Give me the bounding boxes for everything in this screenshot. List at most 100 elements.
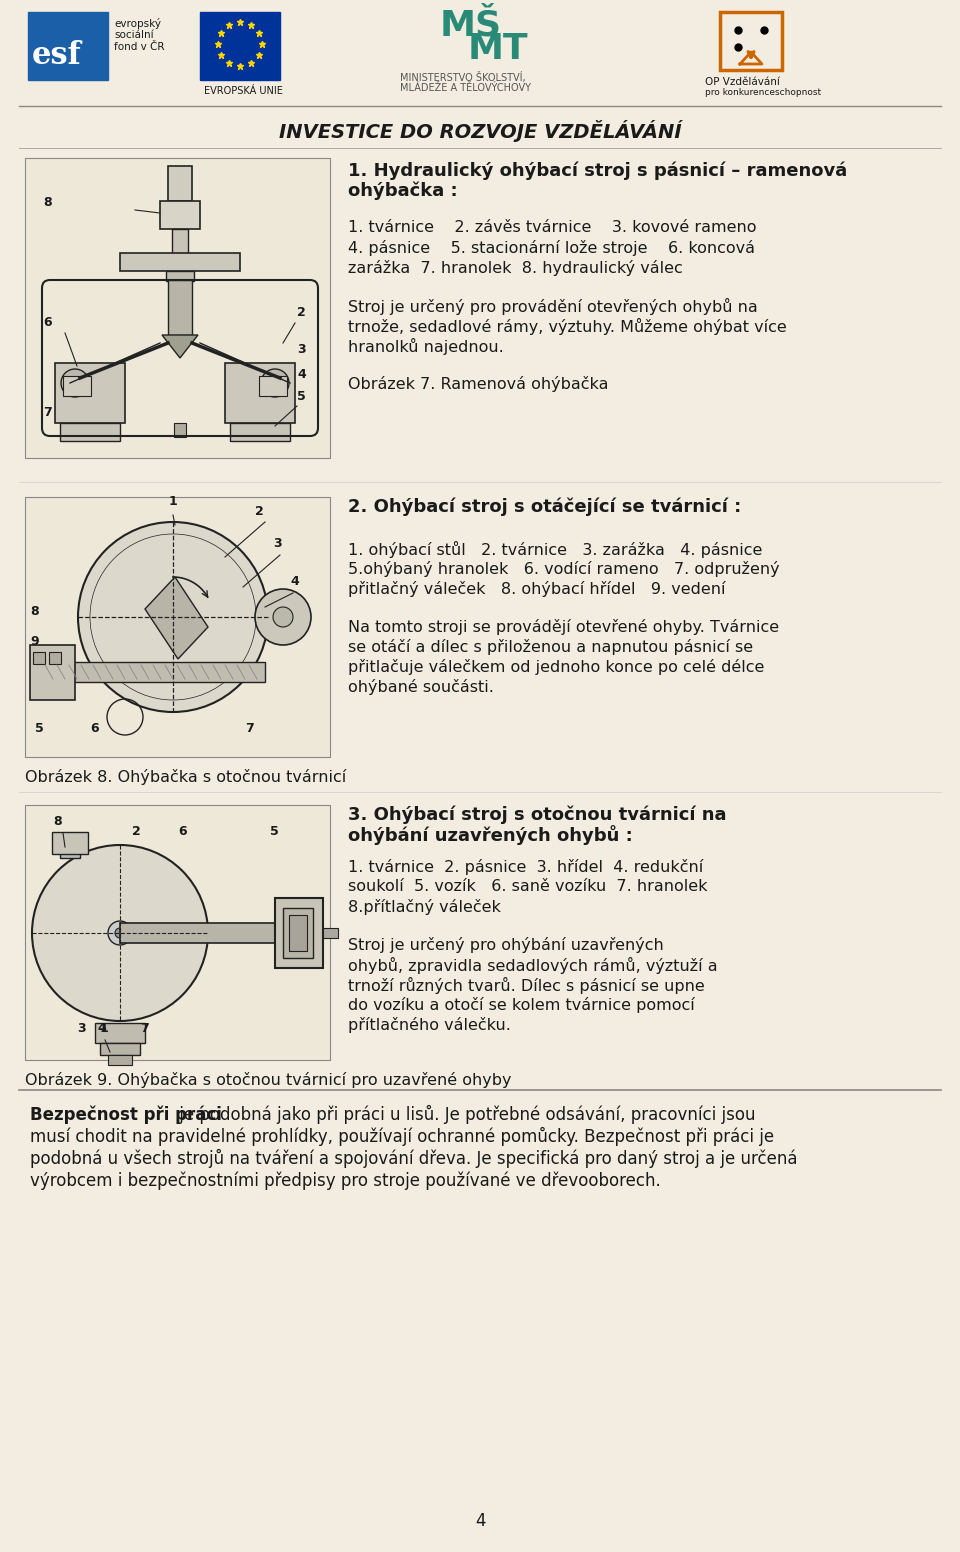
Polygon shape bbox=[145, 577, 208, 660]
Bar bbox=[166, 272, 194, 281]
Text: hranolků najednou.: hranolků najednou. bbox=[348, 338, 504, 355]
Text: 2: 2 bbox=[255, 504, 264, 518]
Text: ohybů, zpravidla sedadlových rámů, výztuží a: ohybů, zpravidla sedadlových rámů, výztu… bbox=[348, 958, 718, 975]
Text: Stroj je určený pro ohýbání uzavřených: Stroj je určený pro ohýbání uzavřených bbox=[348, 937, 663, 953]
Text: 6: 6 bbox=[178, 826, 186, 838]
Bar bbox=[63, 376, 91, 396]
Bar bbox=[60, 424, 120, 441]
Text: 5: 5 bbox=[35, 722, 44, 736]
Text: 5.ohýbaný hranolek   6. vodící rameno   7. odpružený: 5.ohýbaný hranolek 6. vodící rameno 7. o… bbox=[348, 560, 780, 577]
Circle shape bbox=[61, 369, 89, 397]
Text: 3. Ohýbací stroj s otočnou tvárnicí na: 3. Ohýbací stroj s otočnou tvárnicí na bbox=[348, 805, 727, 824]
Text: 3: 3 bbox=[297, 343, 305, 355]
Text: fond v ČR: fond v ČR bbox=[114, 42, 164, 53]
Text: 8: 8 bbox=[43, 196, 52, 210]
Bar bbox=[720, 12, 782, 70]
Text: podobná u všech strojů na tváření a spojování dřeva. Je specifická pro daný stro: podobná u všech strojů na tváření a spoj… bbox=[30, 1148, 798, 1169]
Circle shape bbox=[108, 920, 132, 945]
Bar bbox=[95, 1023, 145, 1043]
Text: 2: 2 bbox=[297, 306, 305, 320]
Circle shape bbox=[255, 590, 311, 646]
Circle shape bbox=[78, 521, 268, 712]
Text: trnoží různých tvarů. Dílec s pásnicí se upne: trnoží různých tvarů. Dílec s pásnicí se… bbox=[348, 978, 705, 993]
Text: 4: 4 bbox=[290, 574, 299, 588]
Text: 5: 5 bbox=[270, 826, 278, 838]
Text: 1: 1 bbox=[169, 495, 178, 508]
Text: 2. Ohýbací stroj s otáčející se tvárnicí :: 2. Ohýbací stroj s otáčející se tvárnicí… bbox=[348, 497, 741, 515]
Bar bbox=[230, 424, 290, 441]
Bar bbox=[33, 652, 45, 664]
Text: INVESTICE DO ROZVOJE VZDĚLÁVÁNÍ: INVESTICE DO ROZVOJE VZDĚLÁVÁNÍ bbox=[278, 120, 682, 141]
Text: 4: 4 bbox=[97, 1023, 106, 1035]
Text: 7: 7 bbox=[140, 1023, 149, 1035]
Text: 6: 6 bbox=[43, 317, 52, 329]
Text: ohýbačka :: ohýbačka : bbox=[348, 182, 458, 200]
Bar bbox=[30, 646, 75, 700]
Bar bbox=[259, 376, 287, 396]
Bar bbox=[25, 158, 330, 458]
Text: Na tomto stroji se provádějí otevřené ohyby. Tvárnice: Na tomto stroji se provádějí otevřené oh… bbox=[348, 619, 780, 635]
Text: soukolí  5. vozík   6. saně vozíku  7. hranolek: soukolí 5. vozík 6. saně vozíku 7. hrano… bbox=[348, 878, 708, 894]
Text: musí chodit na pravidelné prohlídky, používají ochranné pomůcky. Bezpečnost při : musí chodit na pravidelné prohlídky, pou… bbox=[30, 1127, 774, 1145]
Text: 7: 7 bbox=[245, 722, 253, 736]
Bar bbox=[174, 424, 186, 438]
Text: Obrázek 8. Ohýbačka s otočnou tvárnicí: Obrázek 8. Ohýbačka s otočnou tvárnicí bbox=[25, 768, 347, 785]
Text: 4: 4 bbox=[297, 368, 305, 380]
Text: přitlačuje válečkem od jednoho konce po celé délce: přitlačuje válečkem od jednoho konce po … bbox=[348, 660, 764, 675]
Text: se otáčí a dílec s přiloženou a napnutou pásnicí se: se otáčí a dílec s přiloženou a napnutou… bbox=[348, 639, 754, 655]
Text: 3: 3 bbox=[77, 1023, 85, 1035]
Text: zarážka  7. hranolek  8. hydraulický válec: zarážka 7. hranolek 8. hydraulický válec bbox=[348, 261, 683, 276]
Text: výrobcem i bezpečnostními předpisy pro stroje používané ve dřevooborech.: výrobcem i bezpečnostními předpisy pro s… bbox=[30, 1172, 660, 1189]
Text: MT: MT bbox=[468, 33, 529, 67]
Text: esf: esf bbox=[32, 39, 82, 70]
Text: 1: 1 bbox=[100, 1023, 108, 1035]
Text: 4. pásnice    5. stacionární lože stroje    6. koncová: 4. pásnice 5. stacionární lože stroje 6.… bbox=[348, 241, 755, 256]
Bar bbox=[52, 832, 88, 854]
Circle shape bbox=[261, 369, 289, 397]
Text: Obrázek 9. Ohýbačka s otočnou tvárnicí pro uzavřené ohyby: Obrázek 9. Ohýbačka s otočnou tvárnicí p… bbox=[25, 1072, 512, 1088]
Text: ohýbání uzavřených ohybů :: ohýbání uzavřených ohybů : bbox=[348, 826, 633, 844]
Bar bbox=[108, 1055, 132, 1065]
Bar bbox=[35, 663, 265, 681]
Text: OP Vzdělávání: OP Vzdělávání bbox=[705, 78, 780, 87]
Bar bbox=[275, 899, 323, 968]
Text: ohýbané součásti.: ohýbané součásti. bbox=[348, 680, 493, 695]
Bar bbox=[120, 253, 240, 272]
Text: 7: 7 bbox=[43, 407, 52, 419]
Text: 8: 8 bbox=[30, 605, 38, 618]
Bar bbox=[160, 202, 200, 230]
Text: do vozíku a otočí se kolem tvárnice pomocí: do vozíku a otočí se kolem tvárnice pomo… bbox=[348, 996, 695, 1013]
Circle shape bbox=[168, 611, 178, 622]
Bar bbox=[289, 916, 307, 951]
Text: přítlačného válečku.: přítlačného válečku. bbox=[348, 1017, 511, 1034]
Text: MLÁDEŽE A TĚLOVÝCHOVY: MLÁDEŽE A TĚLOVÝCHOVY bbox=[400, 82, 531, 93]
Bar bbox=[25, 805, 330, 1060]
Text: přitlačný váleček   8. ohýbací hřídel   9. vedení: přitlačný váleček 8. ohýbací hřídel 9. v… bbox=[348, 580, 726, 598]
Circle shape bbox=[161, 605, 185, 629]
Text: 2: 2 bbox=[132, 826, 141, 838]
Bar bbox=[225, 363, 295, 424]
Text: Obrázek 7. Ramenová ohýbačka: Obrázek 7. Ramenová ohýbačka bbox=[348, 376, 609, 393]
Circle shape bbox=[115, 928, 125, 937]
Bar bbox=[168, 279, 192, 335]
Circle shape bbox=[32, 844, 208, 1021]
Text: sociální: sociální bbox=[114, 29, 154, 40]
Text: MŠ: MŠ bbox=[440, 8, 502, 42]
Text: Bezpečnost při práci: Bezpečnost při práci bbox=[30, 1105, 222, 1124]
Text: 6: 6 bbox=[90, 722, 99, 736]
Bar bbox=[55, 363, 125, 424]
Text: trnože, sedadlové rámy, výztuhy. Můžeme ohýbat více: trnože, sedadlové rámy, výztuhy. Můžeme … bbox=[348, 318, 787, 335]
Text: 3: 3 bbox=[273, 537, 281, 549]
Bar bbox=[120, 923, 320, 944]
Bar bbox=[25, 497, 330, 757]
Text: 8.přítlačný váleček: 8.přítlačný váleček bbox=[348, 899, 501, 916]
Text: 1. tvárnice    2. závěs tvárnice    3. kovové rameno: 1. tvárnice 2. závěs tvárnice 3. kovové … bbox=[348, 220, 756, 234]
Text: 9: 9 bbox=[30, 635, 38, 649]
Text: evropský: evropský bbox=[114, 19, 161, 29]
Bar bbox=[100, 1043, 140, 1055]
Text: 1. ohýbací stůl   2. tvárnice   3. zarážka   4. pásnice: 1. ohýbací stůl 2. tvárnice 3. zarážka 4… bbox=[348, 542, 762, 559]
Bar bbox=[168, 166, 192, 202]
Text: pro konkurenceschopnost: pro konkurenceschopnost bbox=[705, 88, 821, 96]
Bar bbox=[283, 908, 313, 958]
Text: 8: 8 bbox=[53, 815, 61, 829]
